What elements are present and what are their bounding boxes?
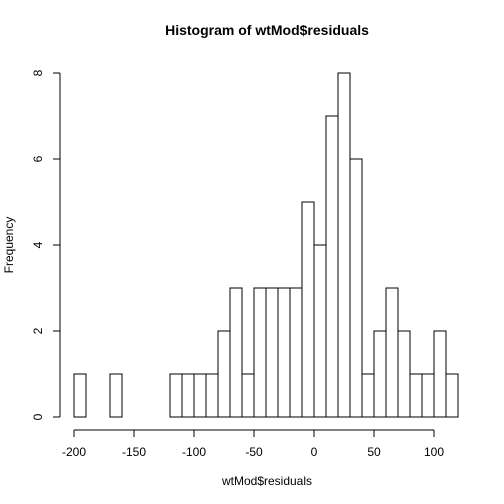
histogram-bar bbox=[205, 373, 219, 418]
histogram-bar bbox=[349, 158, 363, 418]
histogram-bar bbox=[325, 115, 339, 418]
x-tick-label: -50 bbox=[245, 445, 263, 459]
histogram-bar bbox=[169, 373, 183, 418]
histogram-bar bbox=[193, 373, 207, 418]
y-axis: 0 2 4 6 8 bbox=[31, 69, 61, 420]
x-axis-label: wtMod$residuals bbox=[221, 474, 312, 488]
histogram-bar bbox=[181, 373, 195, 418]
histogram-bar bbox=[421, 373, 435, 418]
x-axis: -200 -150 -100 -50 0 50 100 bbox=[62, 429, 444, 459]
y-axis-label: Frequency bbox=[2, 217, 16, 274]
histogram-bar bbox=[397, 330, 411, 418]
histogram-bar bbox=[337, 72, 351, 418]
histogram-bar bbox=[313, 244, 327, 418]
x-tick-label: 0 bbox=[311, 445, 318, 459]
y-tick-label: 4 bbox=[31, 241, 45, 248]
x-tick-label: -150 bbox=[122, 445, 146, 459]
histogram-bar bbox=[289, 287, 303, 418]
histogram-bar bbox=[373, 330, 387, 418]
histogram-bar bbox=[433, 330, 447, 418]
bars-group bbox=[73, 72, 459, 418]
x-tick-label: -200 bbox=[62, 445, 86, 459]
y-tick-label: 2 bbox=[31, 327, 45, 334]
x-tick-label: 50 bbox=[367, 445, 381, 459]
chart-title: Histogram of wtMod$residuals bbox=[165, 22, 369, 38]
histogram-bar bbox=[385, 287, 399, 418]
x-tick-label: 100 bbox=[424, 445, 444, 459]
histogram-bar bbox=[229, 287, 243, 418]
histogram-bar bbox=[109, 373, 123, 418]
histogram-bar bbox=[277, 287, 291, 418]
histogram-bar bbox=[265, 287, 279, 418]
histogram-bar bbox=[301, 201, 315, 418]
histogram-bar bbox=[409, 373, 423, 418]
y-tick-label: 6 bbox=[31, 155, 45, 162]
histogram-bar bbox=[361, 373, 375, 418]
histogram-bar bbox=[445, 373, 459, 418]
histogram-bar bbox=[253, 287, 267, 418]
y-tick-label: 0 bbox=[31, 413, 45, 420]
x-tick-label: -100 bbox=[182, 445, 206, 459]
histogram-bar bbox=[241, 373, 255, 418]
y-tick-label: 8 bbox=[31, 69, 45, 76]
histogram-bar bbox=[217, 330, 231, 418]
histogram-bar bbox=[73, 373, 87, 418]
